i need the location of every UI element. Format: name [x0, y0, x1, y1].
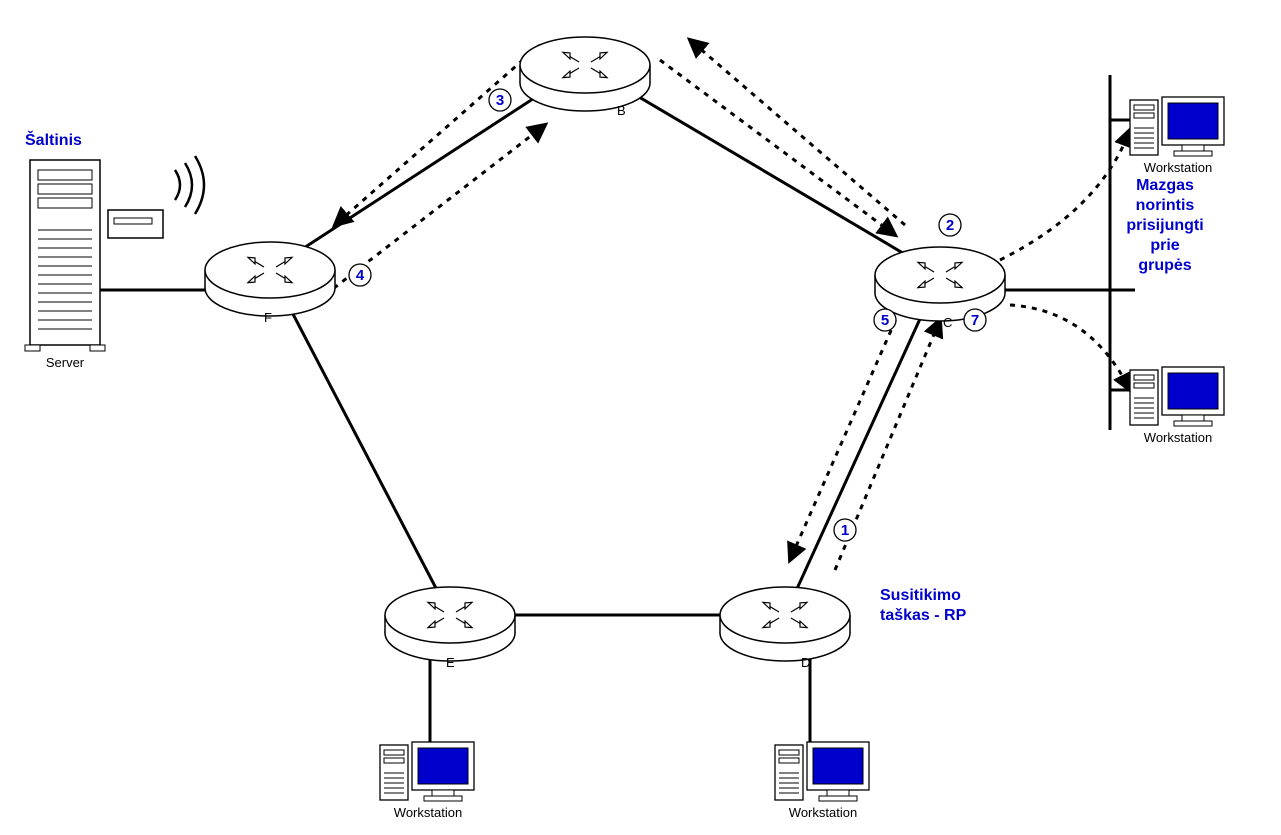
dotted-arrow-7: [1010, 305, 1130, 390]
annotation-line: prie: [1150, 237, 1179, 254]
workstation-label: Workstation: [394, 805, 462, 820]
step-number: 1: [841, 522, 849, 539]
workstation-w-bot: Workstation: [1130, 367, 1224, 445]
step-number: 7: [971, 312, 979, 329]
step-badge-5: 5: [874, 309, 896, 331]
router-label-C: C: [943, 315, 952, 330]
annotation-0: Šaltinis: [25, 130, 82, 149]
annotation-line: prisijungti: [1126, 217, 1203, 234]
devices-layer: Server Workstation Workstation Workstation W…: [25, 97, 1224, 820]
step-badge-4: 4: [349, 264, 371, 286]
router-label-E: E: [446, 655, 455, 670]
step-number: 4: [356, 267, 365, 284]
server: Server: [25, 156, 204, 370]
router-label-D: D: [801, 655, 810, 670]
step-badge-7: 7: [964, 309, 986, 331]
link-C-D: [785, 275, 940, 615]
annotation-line: norintis: [1136, 197, 1195, 214]
router-E: E: [385, 587, 515, 670]
network-diagram: B F C E D Server Workstation Workstation Workst…: [0, 0, 1281, 835]
workstation-w-top: Workstation: [1130, 97, 1224, 175]
step-number: 5: [881, 312, 889, 329]
link-E-F: [270, 270, 450, 615]
annotation-text: Šaltinis: [25, 130, 82, 149]
wireless-icon: [175, 156, 204, 214]
dotted-arrows-layer: [325, 40, 1130, 570]
dotted-arrow-2: [660, 60, 895, 235]
workstation-w-d: Workstation: [775, 742, 869, 820]
step-badge-1: 1: [834, 519, 856, 541]
step-badge-2: 2: [939, 214, 961, 236]
annotation-1: Mazgas norintis prisijungti prie grupės: [1126, 177, 1203, 274]
router-D: D: [720, 587, 850, 670]
workstation-label: Workstation: [1144, 430, 1212, 445]
dotted-arrow-3: [690, 40, 905, 225]
annotation-line: Susitikimo: [880, 587, 961, 604]
router-B: B: [520, 37, 650, 118]
step-number: 2: [946, 217, 954, 234]
step-number: 3: [496, 92, 504, 109]
router-label-F: F: [264, 310, 272, 325]
annotations-layer: Šaltinis Mazgas norintis prisijungti prie gru…: [25, 130, 1204, 624]
annotation-line: Mazgas: [1136, 177, 1194, 194]
stub-links-layer: [100, 290, 1110, 760]
workstation-w-e: Workstation: [380, 742, 474, 820]
router-F: F: [205, 242, 335, 325]
annotation-line: grupės: [1138, 257, 1191, 274]
server-label: Server: [46, 355, 85, 370]
annotation-2: Susitikimo taškas - RP: [880, 587, 967, 624]
workstation-label: Workstation: [1144, 160, 1212, 175]
workstation-label: Workstation: [789, 805, 857, 820]
router-label-B: B: [617, 103, 626, 118]
dotted-arrow-0: [335, 45, 540, 225]
step-badge-3: 3: [489, 89, 511, 111]
annotation-line: taškas - RP: [880, 607, 967, 624]
nodes-layer: B F C E D: [205, 37, 1005, 670]
